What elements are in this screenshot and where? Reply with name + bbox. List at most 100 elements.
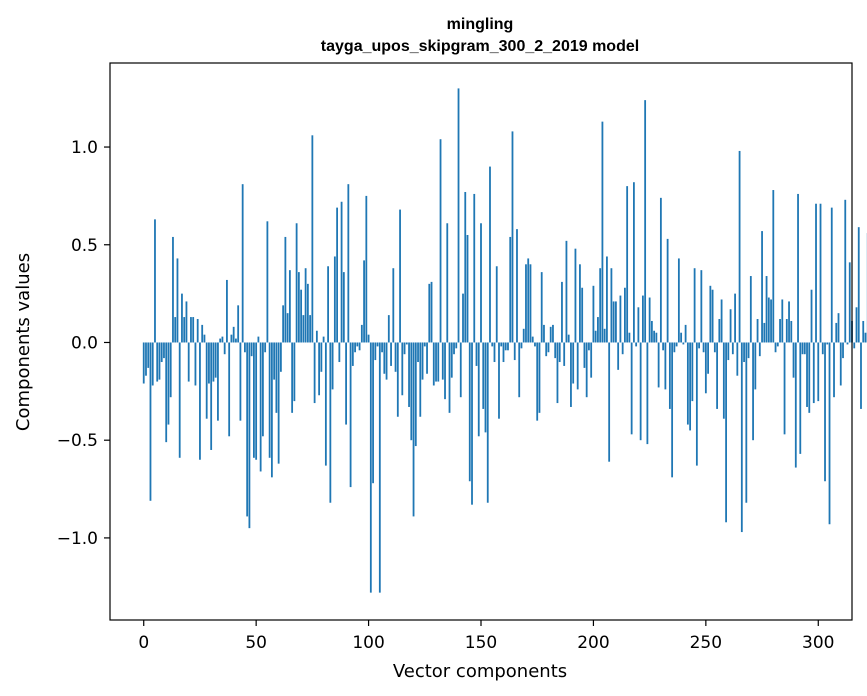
bar	[156, 342, 159, 382]
bar	[181, 293, 183, 343]
bar	[455, 342, 458, 349]
bar	[754, 342, 757, 390]
bar	[808, 342, 811, 413]
bar	[626, 186, 629, 343]
bar	[603, 328, 606, 343]
bar	[686, 342, 689, 425]
bar	[662, 342, 665, 351]
bar	[567, 334, 570, 343]
bar	[190, 317, 192, 343]
bar	[232, 326, 235, 343]
bar	[657, 342, 660, 388]
x-axis-label: Vector components	[393, 661, 567, 682]
bar	[235, 338, 237, 343]
bar	[610, 268, 613, 343]
bar	[538, 342, 541, 413]
bar	[824, 342, 826, 482]
bar	[383, 342, 386, 374]
y-tick-label: 1.0	[71, 138, 98, 158]
bar	[558, 342, 561, 363]
bar	[729, 309, 732, 343]
bar	[295, 223, 298, 343]
bar	[199, 342, 201, 460]
bar	[747, 342, 750, 359]
bar	[351, 342, 354, 366]
bar	[774, 342, 777, 353]
bar	[619, 295, 622, 343]
bar	[333, 256, 336, 343]
bar	[565, 240, 568, 343]
bar	[599, 268, 602, 343]
bar	[536, 342, 539, 421]
bar	[745, 342, 748, 503]
bar	[511, 131, 514, 343]
bar	[417, 342, 419, 363]
bar	[509, 236, 512, 343]
bar	[738, 150, 741, 343]
bar	[545, 342, 548, 357]
bar	[192, 317, 195, 343]
bar	[369, 342, 372, 593]
bar	[507, 342, 509, 351]
bar	[430, 281, 433, 343]
bar	[520, 342, 523, 349]
bar	[450, 342, 453, 378]
bar	[646, 342, 649, 445]
bar	[561, 281, 563, 343]
bar	[250, 342, 253, 357]
bar	[142, 342, 145, 384]
bar	[493, 342, 496, 363]
bar	[835, 322, 838, 343]
bar	[338, 342, 341, 363]
bar	[612, 301, 615, 343]
chart-title: mingling	[447, 16, 514, 33]
bar	[722, 342, 725, 419]
bar	[262, 342, 264, 437]
bar	[576, 342, 579, 390]
bar	[637, 307, 640, 343]
bar	[178, 342, 181, 458]
bar	[291, 342, 294, 413]
bar	[756, 319, 759, 343]
bar	[248, 342, 251, 529]
bar	[468, 342, 471, 482]
bar	[682, 342, 685, 345]
bar	[570, 342, 572, 407]
bar	[228, 342, 231, 437]
bar	[196, 319, 199, 343]
bar	[516, 229, 518, 343]
bar	[860, 342, 862, 409]
bar	[606, 256, 608, 343]
bar	[821, 342, 824, 355]
bar	[163, 342, 165, 359]
bar	[342, 272, 345, 343]
bar	[718, 319, 721, 343]
bar	[462, 293, 464, 343]
bar	[783, 342, 786, 435]
bar	[839, 342, 842, 386]
bar	[219, 338, 222, 343]
bar	[713, 342, 716, 353]
bar	[403, 342, 406, 355]
bar	[797, 193, 799, 343]
bar	[457, 88, 460, 343]
bar	[615, 301, 617, 343]
bar	[785, 319, 788, 343]
bar	[666, 238, 669, 343]
bar	[390, 342, 392, 366]
bar	[765, 276, 768, 343]
bar	[799, 342, 802, 454]
bar	[441, 342, 444, 380]
bar	[367, 334, 370, 343]
bar	[700, 270, 703, 343]
bar	[752, 342, 754, 441]
bar	[268, 342, 271, 458]
bar	[183, 317, 186, 343]
bar	[489, 166, 491, 343]
bar	[401, 342, 404, 396]
bar	[518, 342, 521, 398]
bar	[716, 342, 718, 409]
x-tick-label: 250	[690, 633, 722, 653]
bar	[349, 342, 352, 488]
